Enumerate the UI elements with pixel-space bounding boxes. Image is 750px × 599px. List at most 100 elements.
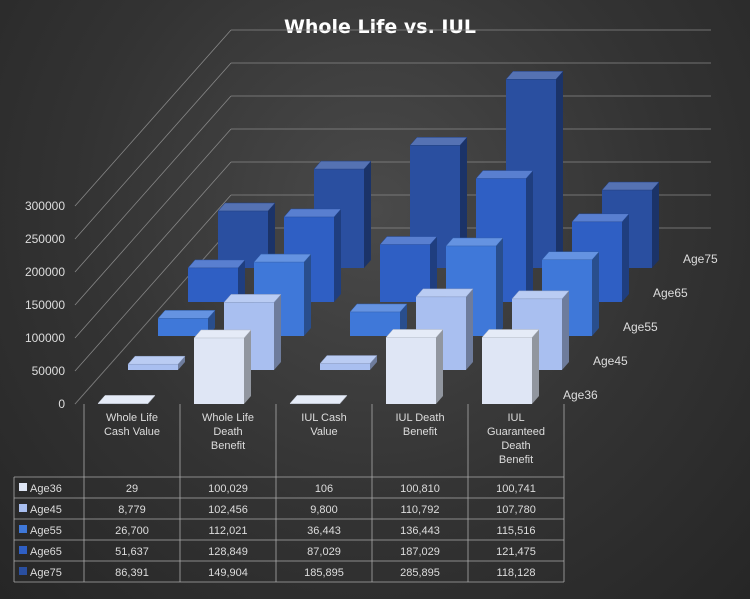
table-row-label: Age75 (30, 567, 62, 579)
bar (193, 329, 252, 404)
gridline-left (74, 161, 232, 339)
bar-side (430, 236, 437, 302)
legend-key (19, 546, 27, 554)
table-header: Death (501, 440, 530, 452)
bar-front (194, 337, 244, 404)
y-axis-labels: 0 50000 100000 150000 200000 250000 300000 (25, 199, 65, 411)
bar (289, 395, 348, 404)
table-cell: 107,780 (496, 504, 536, 516)
table-row-label: Age65 (30, 546, 62, 558)
table-cell: 185,895 (304, 567, 344, 579)
bar (127, 355, 186, 370)
bar-top (379, 236, 438, 245)
gridline-left (74, 62, 232, 240)
bar-side (178, 356, 185, 370)
bars (97, 71, 660, 404)
bar-side (436, 329, 443, 404)
bar-front (128, 364, 178, 370)
table-cell: 26,700 (115, 525, 149, 537)
table-cell: 285,895 (400, 567, 440, 579)
table-cell: 149,904 (208, 567, 248, 579)
bar-top (541, 251, 600, 261)
bar-side (268, 202, 275, 268)
bar-side (208, 310, 215, 336)
bar-top (511, 290, 570, 300)
y-tick-label: 100000 (25, 331, 65, 345)
depth-label: Age75 (683, 252, 718, 266)
bar-top (283, 208, 342, 218)
bar-front (290, 403, 340, 404)
bar-top (253, 253, 312, 263)
bar (187, 259, 246, 302)
gridline-left (74, 29, 232, 207)
bar-side (334, 208, 341, 302)
bar-side (274, 294, 281, 370)
depth-label: Age45 (593, 354, 628, 368)
bar-top (127, 355, 186, 365)
legend-key (19, 504, 27, 512)
table-row-label: Age36 (30, 483, 62, 495)
y-tick-label: 300000 (25, 199, 65, 213)
y-tick-label: 50000 (32, 364, 66, 378)
bar-side (496, 237, 503, 336)
bar-side (238, 259, 245, 302)
gridline-left (74, 194, 232, 372)
bar-top (157, 310, 216, 319)
bar-top (289, 395, 348, 404)
table-cell: 112,021 (209, 525, 248, 537)
bar-front (98, 403, 148, 404)
table-cell: 100,029 (208, 483, 248, 495)
depth-label: Age36 (563, 388, 598, 402)
bar-side (622, 213, 629, 302)
data-table: Whole Life Cash Value Whole Life Death Benef… (13, 404, 565, 583)
table-row-label: Age55 (30, 525, 62, 537)
bar-front (320, 363, 370, 370)
y-tick-label: 150000 (25, 298, 65, 312)
bar-top (349, 303, 408, 313)
bar (157, 310, 216, 336)
gridlines (74, 29, 711, 405)
bar-top (505, 71, 564, 80)
table-cell: 29 (126, 483, 138, 495)
bar-top (313, 160, 372, 170)
table-header: Benefit (403, 426, 437, 438)
table-header: Benefit (211, 440, 245, 452)
bar-front (158, 318, 208, 336)
table-header: Value (310, 426, 337, 438)
table-cell: 100,810 (400, 483, 440, 495)
bar-front (482, 337, 532, 404)
gridline-left (74, 95, 232, 273)
bar-top (445, 237, 504, 247)
table-cell: 187,029 (400, 546, 440, 558)
bar-top (409, 137, 468, 146)
bar-side (364, 161, 371, 268)
bar-side (592, 251, 599, 336)
table-header: IUL (507, 412, 524, 424)
table-header: Cash Value (104, 426, 160, 438)
table-cell: 115,516 (497, 525, 536, 537)
depth-label: Age55 (623, 320, 658, 334)
table-cell: 118,128 (497, 567, 536, 579)
table-header: Benefit (499, 454, 533, 466)
bar-top (187, 259, 246, 269)
legend-key (19, 525, 27, 533)
chart-title: Whole Life vs. IUL (284, 16, 476, 38)
bar-side (652, 182, 659, 268)
table-header: IUL Death (395, 412, 444, 424)
bar-top (601, 181, 660, 191)
bar-top (319, 355, 378, 364)
depth-axis-labels: Age36 Age45 Age55 Age65 Age75 (563, 252, 718, 402)
y-tick-label: 0 (58, 397, 65, 411)
table-header: IUL Cash (301, 412, 346, 424)
bar (481, 329, 540, 404)
bar-top (385, 329, 444, 338)
bar-side (556, 71, 563, 269)
table-cell: 110,792 (401, 504, 440, 516)
table-header: Death (213, 426, 242, 438)
table-cell: 106 (315, 483, 333, 495)
bar-top (415, 288, 474, 298)
bar (97, 395, 156, 404)
bar (319, 355, 378, 370)
legend-key (19, 567, 27, 575)
